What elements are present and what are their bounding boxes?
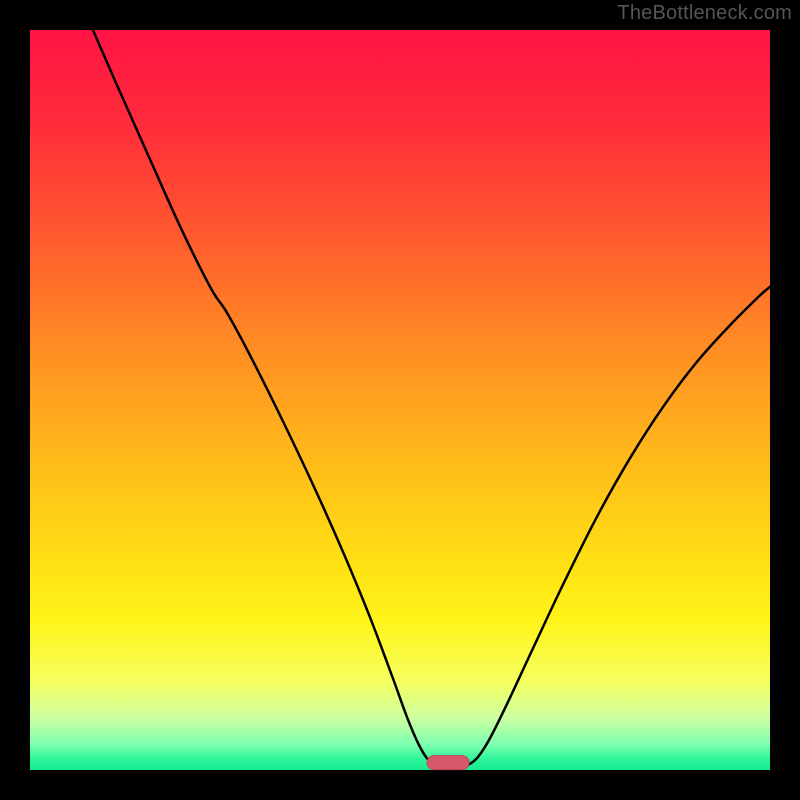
chart-container: TheBottleneck.com [0, 0, 800, 800]
chart-svg [0, 0, 800, 800]
watermark-text: TheBottleneck.com [617, 2, 792, 25]
optimal-marker [427, 756, 469, 770]
